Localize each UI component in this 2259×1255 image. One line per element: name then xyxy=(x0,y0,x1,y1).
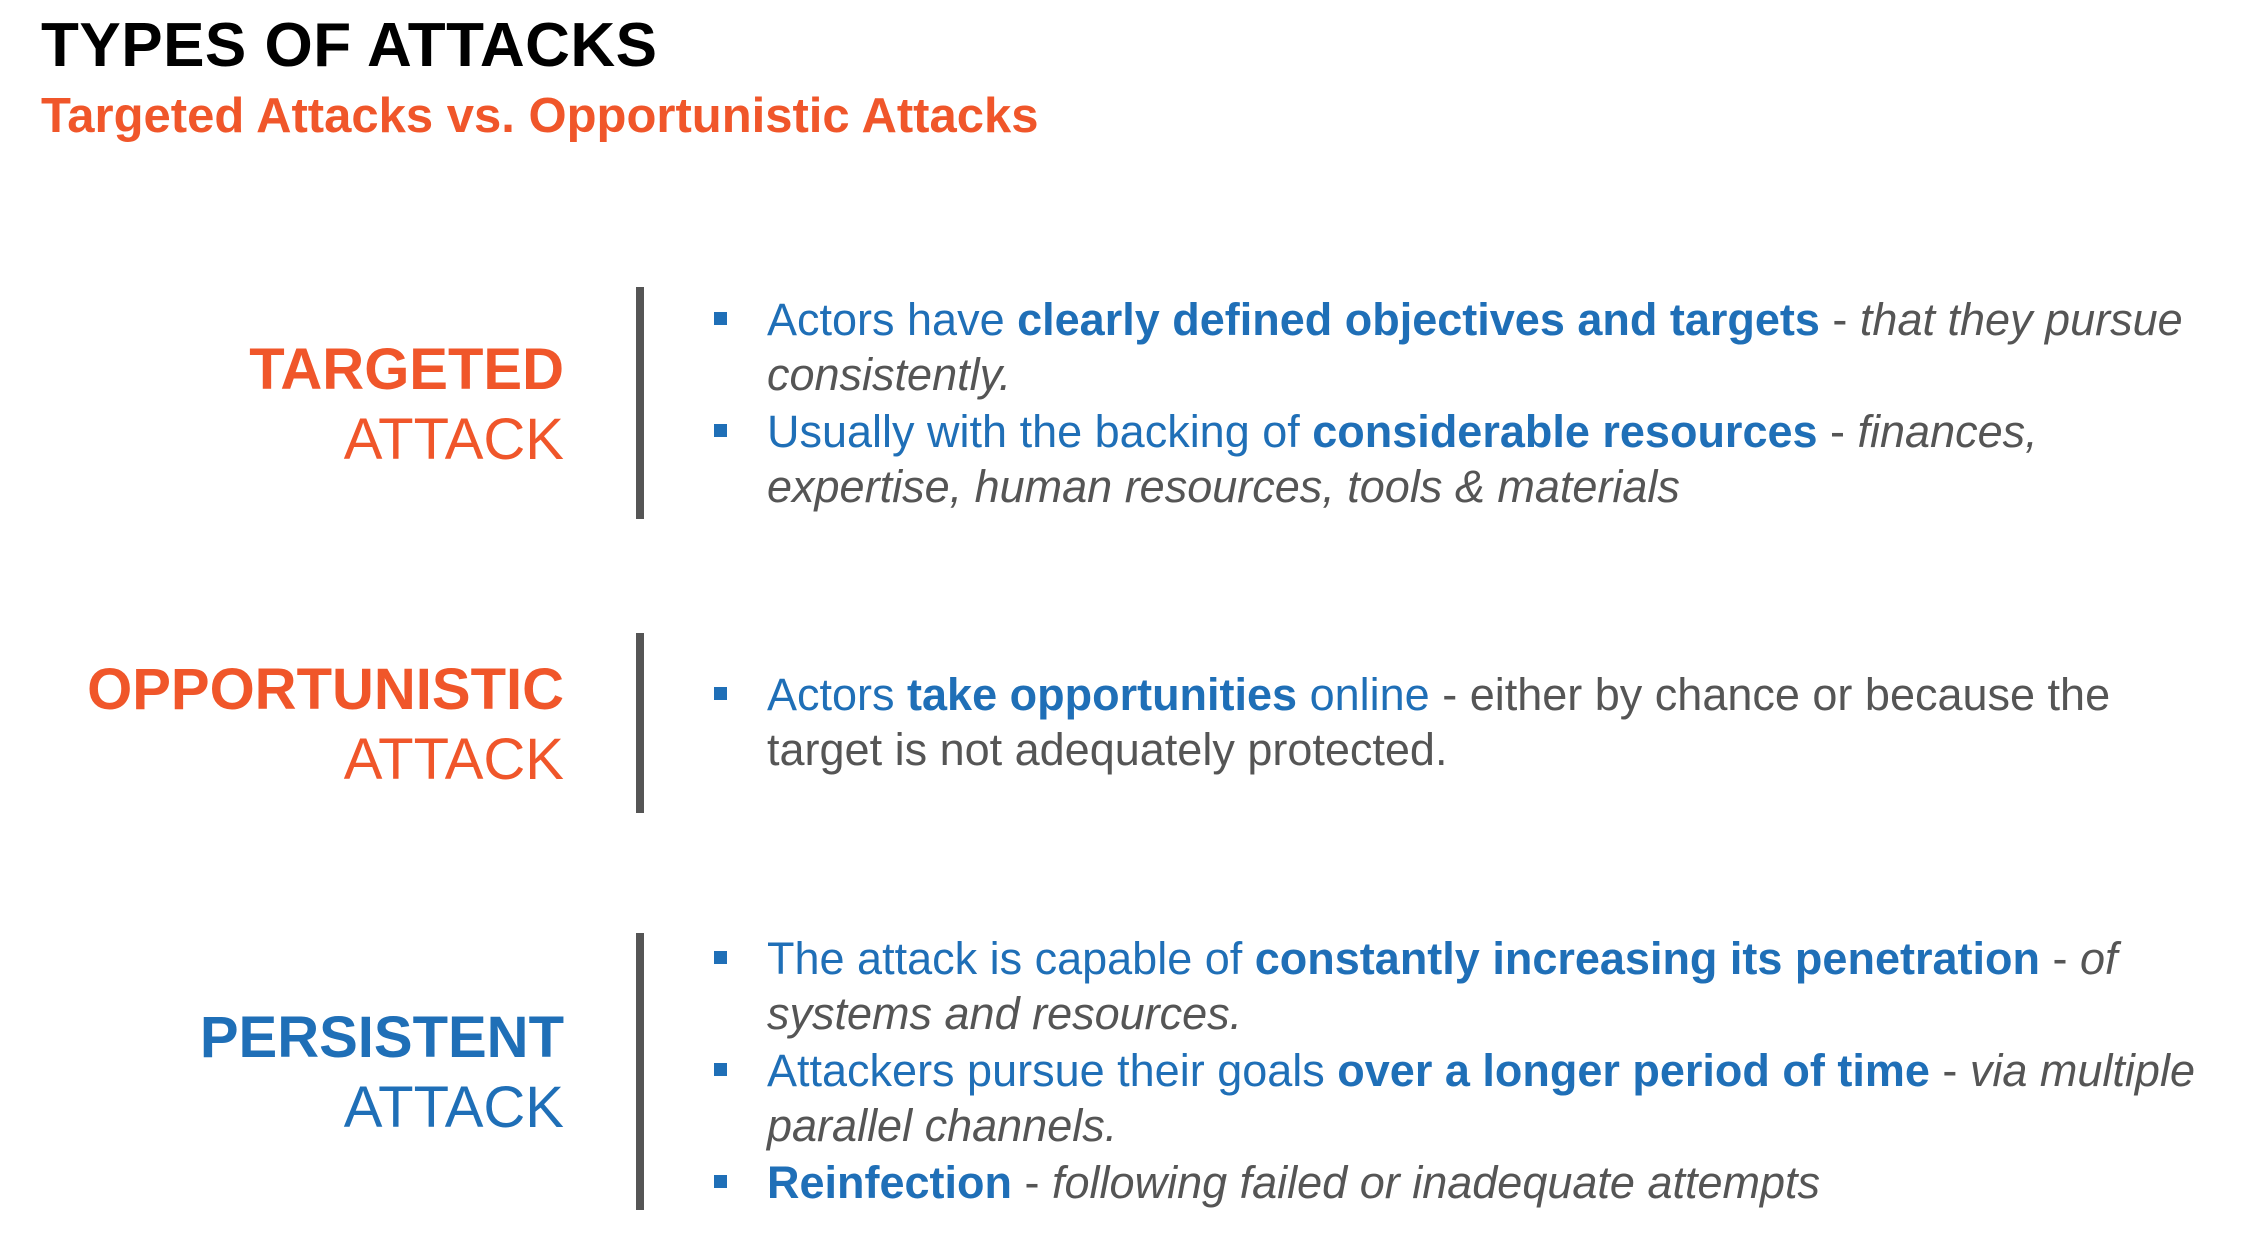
bullet-text-detail: - either by chance or because the target… xyxy=(767,669,2111,775)
section-label-light: ATTACK xyxy=(343,1075,564,1140)
bullet-text-emphasis: take opportunities xyxy=(907,669,1298,720)
square-bullet-icon xyxy=(714,312,727,325)
bullet-text-emphasis: constantly increasing its penetration xyxy=(1254,933,2040,984)
square-bullet-icon xyxy=(714,1175,727,1188)
bullet-item: Actors take opportunities online - eithe… xyxy=(710,667,2210,777)
section-divider xyxy=(636,287,644,519)
square-bullet-icon xyxy=(714,687,727,700)
bullet-item: Attackers pursue their goals over a long… xyxy=(710,1043,2210,1153)
bullet-text-separator: - xyxy=(1817,406,1858,457)
bullet-text-emphasis: clearly defined objectives and targets xyxy=(1017,294,1820,345)
section-label-strong: OPPORTUNISTIC xyxy=(87,657,564,722)
section-label-persistent: PERSISTENT ATTACK xyxy=(200,1003,564,1143)
bullet-text-separator: - xyxy=(1012,1157,1053,1208)
section-divider xyxy=(636,933,644,1210)
square-bullet-icon xyxy=(714,1063,727,1076)
bullet-item: Reinfection - following failed or inadeq… xyxy=(710,1155,2210,1210)
section-label-strong: PERSISTENT xyxy=(199,1005,564,1070)
bullet-text-detail: of systems and resources. xyxy=(767,933,2118,1039)
bullet-list: The attack is capable of constantly incr… xyxy=(710,931,2210,1212)
bullet-text-detail: finances, expertise, human resources, to… xyxy=(767,406,2038,512)
bullet-text-plain: The attack is capable of xyxy=(767,933,1255,984)
section-label-light: ATTACK xyxy=(343,727,564,792)
bullet-text-emphasis: considerable resources xyxy=(1312,406,1818,457)
bullet-text-plain: online xyxy=(1297,669,1430,720)
bullet-list: Actors have clearly defined objectives a… xyxy=(710,292,2210,516)
bullet-text-separator: - xyxy=(1929,1045,1970,1096)
bullet-text-emphasis: over a longer period of time xyxy=(1337,1045,1930,1096)
bullet-text-plain: Actors have xyxy=(767,294,1018,345)
square-bullet-icon xyxy=(714,424,727,437)
section-label-light: ATTACK xyxy=(343,407,564,472)
slide-title: TYPES OF ATTACKS xyxy=(41,11,658,80)
bullet-item: Actors have clearly defined objectives a… xyxy=(710,292,2210,402)
bullet-text-plain: Usually with the backing of xyxy=(767,406,1313,457)
slide-subtitle: Targeted Attacks vs. Opportunistic Attac… xyxy=(41,89,1039,143)
square-bullet-icon xyxy=(714,951,727,964)
section-label-strong: TARGETED xyxy=(249,337,564,402)
section-divider xyxy=(636,633,644,813)
bullet-item: Usually with the backing of considerable… xyxy=(710,404,2210,514)
bullet-list: Actors take opportunities online - eithe… xyxy=(710,667,2210,779)
bullet-text-separator: - xyxy=(2039,933,2080,984)
bullet-item: The attack is capable of constantly incr… xyxy=(710,931,2210,1041)
bullet-text-detail: following failed or inadequate attempts xyxy=(1052,1157,1821,1208)
section-label-opportunistic: OPPORTUNISTIC ATTACK xyxy=(87,655,564,795)
bullet-text-emphasis: Reinfection xyxy=(767,1157,1013,1208)
bullet-text-detail: that they pursue consistently. xyxy=(767,294,2183,400)
section-label-targeted: TARGETED ATTACK xyxy=(249,335,564,475)
bullet-text-plain: Actors xyxy=(767,669,908,720)
bullet-text-plain: Attackers pursue their goals xyxy=(767,1045,1338,1096)
bullet-text-detail: via multiple parallel channels. xyxy=(767,1045,2195,1151)
bullet-text-separator: - xyxy=(1819,294,1860,345)
